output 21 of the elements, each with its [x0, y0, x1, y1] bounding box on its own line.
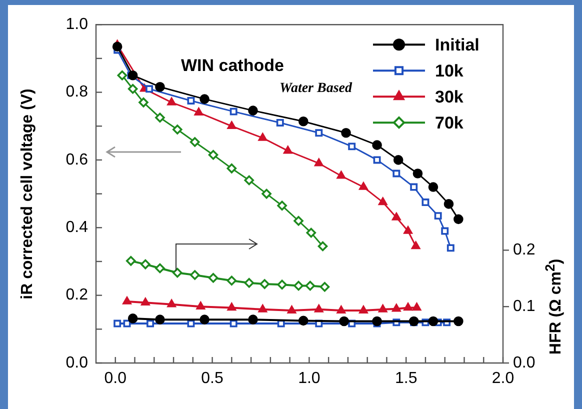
x-tick-label: 1.0	[298, 370, 320, 388]
y-tick-label: 0.0	[66, 354, 88, 372]
y-axis-title: iR corrected cell voltage (V)	[19, 88, 37, 302]
x-tick-label: 2.0	[492, 370, 514, 388]
x-tick-label: 1.5	[394, 370, 418, 388]
y-tick-label: 1.0	[66, 16, 88, 34]
y2-tick-label: 0.0	[513, 354, 536, 372]
x-tick-label: 0.0	[104, 370, 127, 388]
y-tick-label: 0.6	[66, 151, 88, 168]
legend-label: 70k	[435, 113, 464, 132]
annotation: WIN cathode	[181, 56, 284, 75]
legend-label: 10k	[435, 61, 464, 80]
y-tick-label: 0.2	[66, 286, 88, 304]
legend-label: Initial	[435, 35, 480, 54]
y-tick-label: 0.4	[66, 219, 88, 236]
legend-label: 30k	[435, 87, 464, 106]
y-tick-label: 0.8	[66, 84, 88, 101]
annotation: Water Based	[280, 81, 353, 96]
y2-tick-label: 0.2	[513, 242, 536, 259]
x-tick-label: 0.5	[201, 370, 224, 388]
y2-tick-label: 0.1	[513, 298, 536, 316]
